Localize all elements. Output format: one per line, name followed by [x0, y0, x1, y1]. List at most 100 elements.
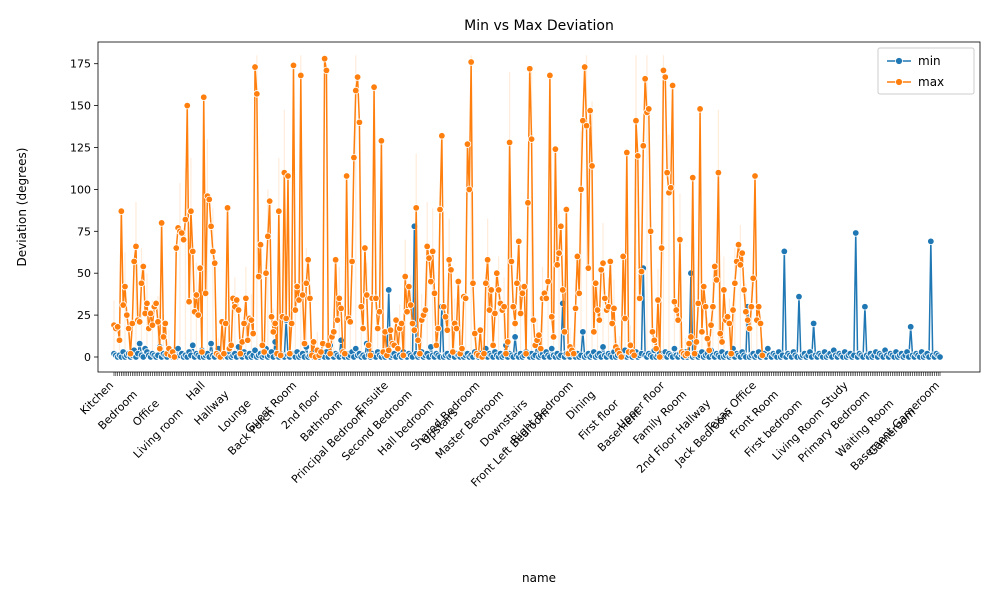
- series-max-point: [623, 148, 631, 157]
- series-max-point: [287, 319, 296, 328]
- series-max-point: [632, 116, 640, 125]
- series-max-point: [729, 306, 737, 314]
- series-max-point: [242, 294, 250, 303]
- series-max-point: [584, 264, 593, 272]
- series-max-point: [428, 247, 437, 256]
- series-max-point: [480, 349, 488, 358]
- series-max-point: [663, 168, 671, 177]
- series-min-point: [764, 344, 772, 353]
- series-max-point: [452, 324, 461, 333]
- series-max-point: [282, 314, 290, 323]
- series-max-point: [119, 301, 127, 309]
- y-tick-label: 0: [84, 351, 91, 364]
- series-max-point: [619, 252, 627, 261]
- series-max-point: [661, 73, 669, 81]
- series-max-point: [668, 81, 677, 90]
- series-max-point: [117, 207, 126, 215]
- legend-max-label: max: [918, 75, 944, 89]
- series-max-point: [113, 323, 122, 331]
- series-max-point: [397, 319, 406, 328]
- series-max-point: [262, 269, 270, 277]
- series-max-point: [374, 324, 382, 333]
- series-max-point: [306, 294, 314, 303]
- series-max-point: [650, 336, 658, 344]
- series-max-point: [672, 306, 680, 314]
- series-min-point: [135, 339, 144, 348]
- series-max-point: [445, 256, 453, 264]
- series-max-point: [335, 294, 343, 303]
- series-max-point: [337, 304, 345, 313]
- series-max-point: [320, 54, 329, 63]
- chart-title: Min vs Max Deviation: [464, 18, 614, 34]
- series-max-point: [247, 316, 256, 324]
- series-max-point: [648, 328, 657, 336]
- series-max-point: [243, 336, 252, 344]
- series-min-point: [385, 286, 393, 294]
- series-max-point: [714, 168, 723, 177]
- series-max-point: [703, 334, 712, 343]
- series-min-point: [337, 336, 345, 344]
- series-max-point: [487, 286, 495, 294]
- series-max-point: [485, 306, 494, 314]
- series-min-point: [189, 341, 197, 349]
- series-max-point: [698, 328, 706, 336]
- series-max-point: [436, 205, 444, 214]
- series-max-point: [449, 348, 457, 356]
- series-max-point: [754, 303, 763, 311]
- series-min-point: [352, 344, 360, 353]
- series-max-point: [555, 249, 563, 257]
- series-max-point: [258, 341, 267, 349]
- series-max-point: [593, 306, 602, 314]
- series-max-point: [317, 348, 325, 356]
- series-max-point: [621, 314, 629, 323]
- series-max-point: [154, 318, 162, 326]
- series-max-point: [304, 256, 312, 264]
- series-max-point: [738, 249, 746, 257]
- series-max-point: [253, 90, 261, 98]
- series-max-point: [289, 61, 298, 70]
- series-max-point: [551, 145, 560, 153]
- series-max-point: [324, 341, 332, 349]
- series-max-point: [333, 316, 342, 324]
- series-max-point: [403, 308, 411, 316]
- series-max-point: [507, 257, 516, 266]
- series-max-point: [712, 276, 721, 284]
- series-max-point: [271, 319, 279, 328]
- y-axis-label: Deviation (degrees): [15, 148, 29, 267]
- series-max-point: [483, 256, 492, 264]
- series-max-point: [123, 311, 131, 319]
- series-max-point: [331, 256, 340, 264]
- series-max-point: [692, 338, 701, 346]
- series-max-point: [392, 316, 400, 324]
- series-max-point: [601, 294, 609, 303]
- series-max-point: [126, 349, 135, 358]
- series-max-point: [709, 303, 717, 311]
- series-max-point: [537, 344, 545, 353]
- series-max-point: [350, 153, 358, 162]
- series-max-point: [284, 172, 292, 180]
- series-max-point: [121, 282, 129, 291]
- series-max-point: [685, 339, 693, 348]
- series-max-point: [513, 279, 521, 287]
- series-max-point: [591, 279, 600, 287]
- series-max-point: [599, 259, 607, 267]
- series-max-point: [401, 272, 409, 281]
- series-max-point: [124, 324, 133, 333]
- series-max-point: [330, 328, 338, 336]
- series-max-point: [570, 349, 578, 358]
- series-max-point: [372, 294, 380, 303]
- series-max-point: [716, 329, 724, 338]
- series-max-point: [427, 277, 435, 286]
- series-min-point: [579, 328, 587, 336]
- series-max-point: [544, 277, 552, 286]
- series-max-point: [590, 328, 598, 336]
- series-max-point: [505, 138, 514, 147]
- series-max-point: [364, 341, 373, 349]
- series-min-point: [511, 333, 519, 341]
- series-max-point: [758, 351, 767, 360]
- series-max-point: [342, 172, 351, 180]
- series-max-point: [302, 279, 311, 287]
- series-max-point: [181, 215, 190, 224]
- series-max-point: [236, 349, 245, 358]
- series-max-point: [355, 118, 364, 127]
